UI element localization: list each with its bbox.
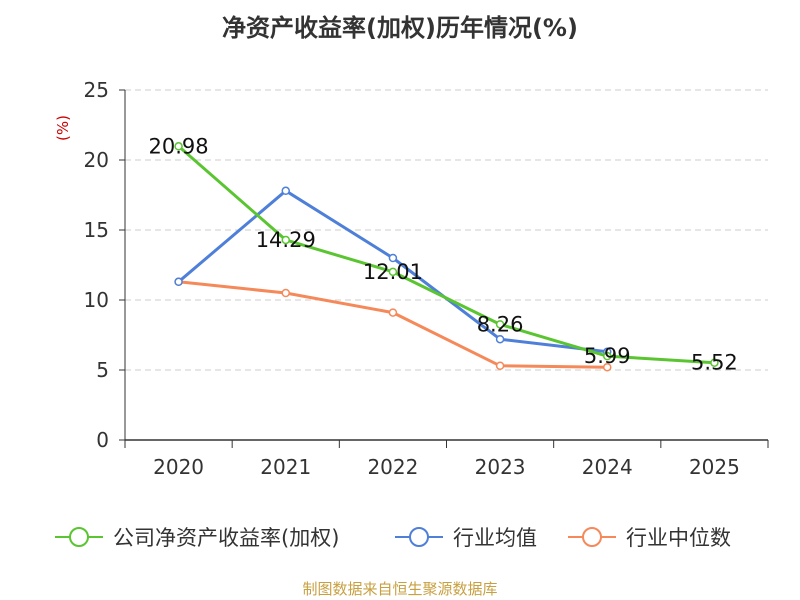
y-tick-label: 15 <box>84 218 109 242</box>
chart-title: 净资产收益率(加权)历年情况(%) <box>222 14 578 42</box>
data-point <box>281 288 290 298</box>
data-label: 20.98 <box>149 134 209 158</box>
legend-marker <box>69 527 89 547</box>
data-point <box>388 253 398 263</box>
data-label: 12.01 <box>363 260 423 284</box>
y-tick-label: 20 <box>84 148 109 172</box>
data-point <box>388 308 398 317</box>
x-tick-label: 2024 <box>582 455 633 479</box>
data-point <box>174 277 183 287</box>
x-tick-label: 2022 <box>367 455 418 479</box>
legend-label: 行业均值 <box>453 526 537 550</box>
legend-marker <box>409 527 429 547</box>
data-label: 8.26 <box>477 312 524 336</box>
legend-label: 公司净资产收益率(加权) <box>113 526 339 550</box>
data-point <box>281 235 290 245</box>
data-point <box>495 361 505 371</box>
legend-item: 公司净资产收益率(加权) <box>55 526 339 550</box>
data-label: 5.99 <box>584 344 631 368</box>
source-footer: 制图数据来自恒生聚源数据库 <box>302 580 498 598</box>
legend-label: 行业中位数 <box>626 526 731 550</box>
series-line <box>178 280 608 369</box>
grid-lines <box>125 89 768 371</box>
y-tick-label: 25 <box>84 78 109 102</box>
data-point <box>388 267 398 277</box>
x-tick-label: 2023 <box>475 455 526 479</box>
legend-marker <box>582 527 602 547</box>
series <box>174 142 719 372</box>
x-tick-label: 2025 <box>689 455 740 479</box>
y-tick-label: 0 <box>96 428 109 452</box>
y-tick-label: 5 <box>96 358 109 382</box>
x-tick-label: 2020 <box>153 455 204 479</box>
data-labels: 20.98 14.29 12.01 8.26 5.99 5.52 <box>149 134 738 374</box>
data-point <box>281 186 290 196</box>
x-tick-label: 2021 <box>260 455 311 479</box>
series-line <box>177 145 715 365</box>
y-axis-label: (%) <box>54 115 72 141</box>
legend-item: 行业均值 <box>395 526 537 550</box>
data-label: 5.52 <box>691 351 738 375</box>
data-point <box>495 334 505 344</box>
data-point <box>710 358 719 367</box>
legend: 公司净资产收益率(加权) 行业均值 行业中位数 <box>55 526 731 550</box>
data-point <box>174 142 183 151</box>
data-label: 14.29 <box>256 228 316 252</box>
data-point <box>603 351 612 361</box>
data-point <box>495 320 505 329</box>
y-tick-label: 10 <box>84 288 109 312</box>
data-point <box>603 362 612 372</box>
legend-item: 行业中位数 <box>568 526 731 550</box>
